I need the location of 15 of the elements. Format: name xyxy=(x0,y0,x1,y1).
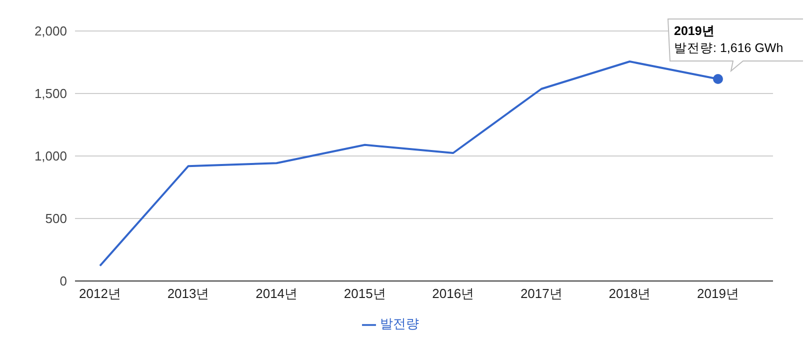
y-tick-label: 0 xyxy=(60,274,67,289)
y-tick-label: 1,000 xyxy=(34,148,67,164)
x-tick-label: 2013년 xyxy=(167,286,210,302)
x-tick-label: 2015년 xyxy=(344,286,386,302)
annotation: 2019년 발전량: 1,616 GWh xyxy=(674,24,784,55)
x-tick-label: 2019년 xyxy=(697,286,739,302)
y-tick-label: 1,500 xyxy=(34,86,67,102)
x-tick-label: 2018년 xyxy=(608,286,651,302)
x-tick-label: 2012년 xyxy=(79,286,121,302)
x-tick-label: 2014년 xyxy=(256,286,298,302)
x-tick-label: 2017년 xyxy=(520,286,562,302)
x-tick-label: 2016년 xyxy=(432,286,474,302)
y-tick-label: 2,000 xyxy=(34,24,67,39)
legend-label: 발전량 xyxy=(380,316,419,331)
y-tick-label: 500 xyxy=(45,211,67,226)
